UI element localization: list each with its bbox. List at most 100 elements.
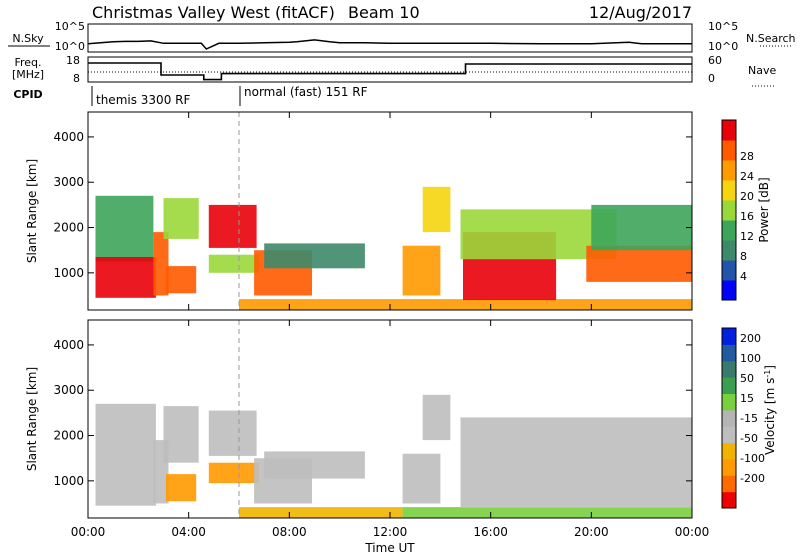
power-echo-region [163, 198, 199, 239]
y-tick-label: 3000 [53, 383, 84, 397]
colorbar-segment [722, 220, 736, 241]
colorbar-segment [722, 140, 736, 161]
noise-line [87, 39, 692, 50]
y-tick-label: 1000 [53, 474, 84, 488]
cpid-strip: CPID themis 3300 RF normal (fast) 151 RF [13, 85, 367, 107]
colorbar-tick-label: -15 [740, 412, 758, 425]
time-axis: 00:00 04:00 08:00 12:00 16:00 20:00 00:00 [71, 112, 710, 539]
station-title: Christmas Valley West (fitACF) [92, 3, 335, 22]
x-tick-label: 00:00 [71, 525, 106, 539]
noise-right-tick-top: 10^5 [708, 20, 738, 33]
cpid-label: CPID [13, 88, 42, 101]
freq-panel-frame [87, 56, 693, 83]
y-tick-label: 2000 [53, 221, 84, 235]
velocity-ylabel: Slant Range [km] [25, 367, 39, 471]
colorbar-segment [722, 344, 736, 362]
velocity-echo-region [208, 462, 260, 484]
freq-label-line1: Freq. [14, 56, 41, 69]
power-ylabel: Slant Range [km] [25, 159, 39, 263]
colorbar-segment [722, 442, 736, 460]
power-echo-region [166, 266, 197, 294]
colorbar-segment [722, 260, 736, 281]
velocity-echo-region [264, 451, 365, 479]
freq-label-line2: [MHz] [12, 68, 44, 81]
power-cells [95, 186, 692, 310]
velocity-echo-region [460, 417, 692, 508]
x-tick-label: 00:00 [675, 525, 710, 539]
power-echo-region [239, 299, 692, 310]
power-echo-region [95, 195, 154, 262]
noise-left-tick-top: 10^5 [55, 20, 85, 33]
nave-tick-bottom: 0 [708, 72, 715, 85]
colorbar-segment [722, 475, 736, 493]
colorbar-segment [722, 180, 736, 201]
x-tick-label: 12:00 [373, 525, 408, 539]
power-echo-region [422, 186, 451, 233]
velocity-echo-region [163, 406, 199, 463]
colorbar-tick-label: 20 [740, 190, 754, 203]
colorbar-segment [722, 491, 736, 509]
velocity-echo-region [402, 453, 441, 504]
colorbar-tick-label: 50 [740, 372, 754, 385]
colorbar-segment [722, 280, 736, 301]
x-tick-label: 04:00 [171, 525, 206, 539]
noise-right-tick-bottom: 10^0 [708, 40, 738, 53]
colorbar-frame [721, 119, 737, 301]
velocity-echo-region [422, 394, 451, 441]
power-echo-region [153, 232, 169, 296]
colorbar-segment [722, 240, 736, 261]
colorbar-tick-label: 100 [740, 352, 761, 365]
freq-tick-top: 18 [66, 54, 80, 67]
noise-panel: N.Sky N.Search 10^5 10^0 10^5 10^0 [8, 20, 796, 53]
colorbar-tick-label: 16 [740, 210, 754, 223]
y-tick-label: 4000 [53, 130, 84, 144]
velocity-colorbar-label: Velocity [m s-1] [763, 365, 777, 455]
freq-panel: Freq. [MHz] 18 8 60 0 Nave [12, 54, 776, 87]
power-y-ticks: 1000 2000 3000 4000 [53, 130, 692, 280]
colorbar-segment [722, 377, 736, 394]
nave-label: Nave [748, 64, 776, 77]
colorbar-segment [722, 120, 736, 141]
colorbar-tick-label: 8 [740, 250, 747, 263]
noise-right-label: N.Search [746, 32, 796, 45]
date-label: 12/Aug/2017 [589, 3, 692, 22]
colorbar-frame [721, 327, 737, 509]
power-echo-region [208, 254, 260, 273]
x-tick-label: 08:00 [272, 525, 307, 539]
colorbar-segment [722, 393, 736, 411]
velocity-colorbar: -200 -100 -50 -15 15 50 100 200 [721, 327, 765, 509]
freq-line [88, 62, 692, 81]
colorbar-tick-label: 28 [740, 150, 754, 163]
power-panel: 1000 2000 3000 4000 Slant Range [km] 4 8 12 16… [25, 111, 771, 311]
colorbar-tick-label: 200 [740, 332, 761, 345]
power-echo-region [591, 204, 692, 251]
colorbar-segment [722, 160, 736, 181]
colorbar-segment [722, 328, 736, 345]
power-echo-region [208, 204, 257, 248]
velocity-y-ticks: 1000 2000 3000 4000 [53, 338, 692, 488]
colorbar-segment [722, 200, 736, 221]
velocity-echo-region [239, 507, 403, 518]
colorbar-segment [722, 458, 736, 476]
y-tick-label: 4000 [53, 338, 84, 352]
colorbar-segment [722, 360, 736, 378]
colorbar-tick-label: -50 [740, 432, 758, 445]
colorbar-segment [722, 409, 736, 427]
velocity-echo-region [402, 507, 692, 518]
noise-panel-frame [87, 23, 693, 53]
colorbar-tick-label: 24 [740, 170, 754, 183]
y-tick-label: 1000 [53, 266, 84, 280]
nave-tick-top: 60 [708, 54, 722, 67]
noise-left-tick-bottom: 10^0 [55, 40, 85, 53]
velocity-echo-region [166, 474, 197, 502]
cpid-mode-1: themis 3300 RF [96, 93, 190, 107]
velocity-panel: 1000 2000 3000 4000 Slant Range [km] -200 -1… [25, 319, 777, 519]
x-tick-label: 16:00 [473, 525, 508, 539]
y-tick-label: 3000 [53, 175, 84, 189]
power-colorbar-label: Power [dB] [757, 177, 771, 242]
colorbar-tick-label: -100 [740, 452, 765, 465]
x-axis-label: Time UT [364, 541, 415, 554]
colorbar-segment [722, 426, 736, 444]
power-echo-region [586, 245, 692, 282]
